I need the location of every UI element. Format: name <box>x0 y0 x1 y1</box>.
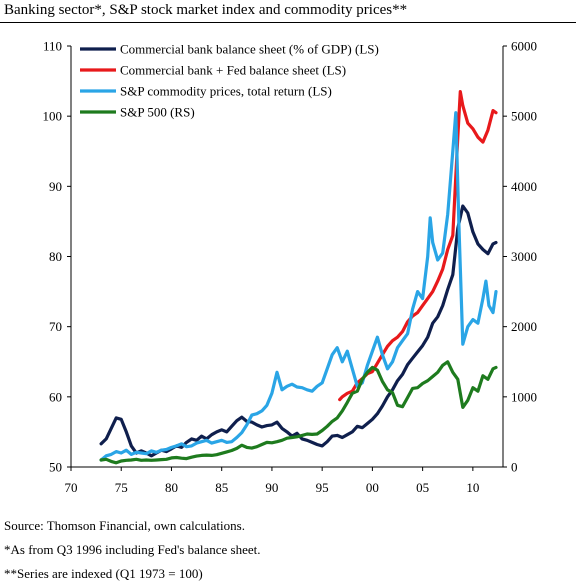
series-line-4 <box>99 360 498 465</box>
right-tick-label: 2000 <box>511 319 537 334</box>
chart-area: 5060708090100110010002000300040005000600… <box>43 39 538 496</box>
x-tick-label: 75 <box>115 480 128 495</box>
legend-label-2: Commercial bank + Fed balance sheet (LS) <box>120 63 346 78</box>
chart-title: Banking sector*, S&P stock market index … <box>4 2 408 18</box>
x-tick-label: 00 <box>366 480 379 495</box>
title-rule <box>0 22 576 23</box>
right-tick-label: 4000 <box>511 179 537 194</box>
x-tick-label: 05 <box>416 480 429 495</box>
x-tick-label: 95 <box>316 480 329 495</box>
legend-label-1: Commercial bank balance sheet (% of GDP)… <box>120 42 379 57</box>
left-tick-label: 80 <box>49 249 62 264</box>
right-tick-label: 0 <box>511 460 518 475</box>
x-tick-label: 10 <box>466 480 479 495</box>
right-tick-label: 6000 <box>511 39 537 54</box>
left-tick-label: 50 <box>49 460 62 475</box>
series-line-3 <box>99 111 498 462</box>
left-tick-label: 70 <box>49 319 62 334</box>
series-line-1 <box>99 204 498 458</box>
left-tick-label: 90 <box>49 179 62 194</box>
x-tick-label: 70 <box>65 480 78 495</box>
right-tick-label: 3000 <box>511 249 537 264</box>
source-note: Source: Thomson Financial, own calculati… <box>4 518 245 533</box>
left-tick-label: 110 <box>43 39 62 54</box>
x-tick-label: 80 <box>165 480 178 495</box>
legend-label-3: S&P commodity prices, total return (LS) <box>120 84 332 99</box>
right-tick-label: 5000 <box>511 109 537 124</box>
legend-label-4: S&P 500 (RS) <box>120 105 195 120</box>
left-tick-label: 100 <box>43 109 63 124</box>
right-tick-label: 1000 <box>511 389 537 404</box>
x-tick-label: 85 <box>215 480 228 495</box>
x-tick-label: 90 <box>265 480 278 495</box>
left-tick-label: 60 <box>49 389 62 404</box>
footnote-indexed: **Series are indexed (Q1 1973 = 100) <box>4 566 203 581</box>
footnote-fed: *As from Q3 1996 including Fed's balance… <box>4 542 261 557</box>
